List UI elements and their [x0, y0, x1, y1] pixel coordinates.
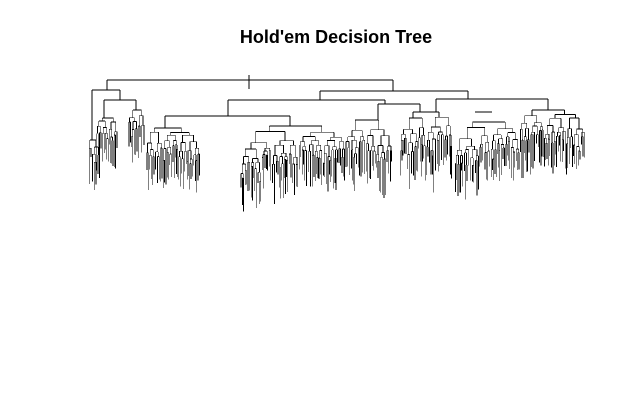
chart-title: Hold'em Decision Tree: [239, 27, 433, 47]
